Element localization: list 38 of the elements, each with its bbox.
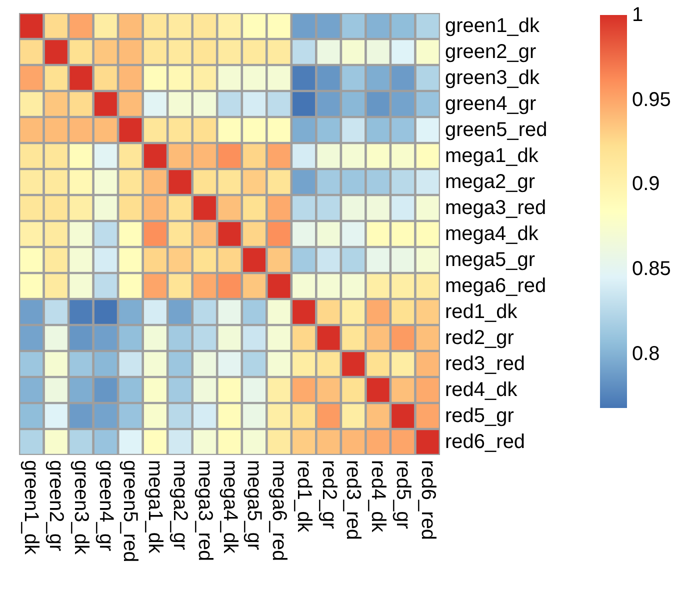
color-bar-label: 0.8 xyxy=(632,342,660,365)
x-tick-label: green3_dk xyxy=(70,460,92,555)
x-tick-label: green1_dk xyxy=(20,460,42,555)
y-tick-label: red2_gr xyxy=(445,327,514,349)
x-tick-label: mega5_gr xyxy=(243,460,266,550)
y-tick-label: green1_dk xyxy=(445,15,540,37)
y-tick-label: green3_dk xyxy=(445,67,540,89)
x-tick-label: red3_red xyxy=(342,460,364,540)
y-tick-label: mega3_red xyxy=(445,197,546,219)
y-tick-label: mega1_dk xyxy=(445,145,538,167)
y-tick-label: red1_dk xyxy=(445,301,518,323)
x-tick-label: mega3_red xyxy=(194,460,216,562)
y-tick-label: mega5_gr xyxy=(445,249,536,271)
x-tick-label: mega2_gr xyxy=(168,460,191,550)
y-tick-label: green4_gr xyxy=(445,93,536,115)
x-tick-label: green5_red xyxy=(119,460,142,562)
x-tick-label: mega6_red xyxy=(268,460,290,562)
x-tick-label: green2_gr xyxy=(45,460,68,552)
x-tick-label: red2_gr xyxy=(318,460,340,529)
color-bar-label: 0.9 xyxy=(632,173,660,196)
color-bar-label: 1 xyxy=(632,4,644,26)
y-tick-label: red5_gr xyxy=(445,405,514,427)
y-tick-label: green5_red xyxy=(445,119,548,141)
y-tick-label: red4_dk xyxy=(445,379,518,401)
y-tick-label: red6_red xyxy=(445,431,526,453)
x-tick-label: red1_dk xyxy=(292,460,315,532)
y-tick-label: red3_red xyxy=(445,353,526,375)
color-bar-label: 0.85 xyxy=(632,258,671,280)
x-tick-label: red5_gr xyxy=(392,460,414,529)
color-bar-label: 0.95 xyxy=(632,88,671,111)
y-tick-label: mega6_red xyxy=(445,275,546,297)
x-tick-label: mega1_dk xyxy=(144,460,166,554)
x-tick-label: mega4_dk xyxy=(218,460,240,554)
x-tick-label: red4_dk xyxy=(367,460,390,532)
y-tick-label: green2_gr xyxy=(445,41,536,63)
x-tick-label: green4_gr xyxy=(94,460,117,552)
y-tick-label: mega2_gr xyxy=(445,171,536,193)
y-tick-label: mega4_dk xyxy=(445,223,538,245)
